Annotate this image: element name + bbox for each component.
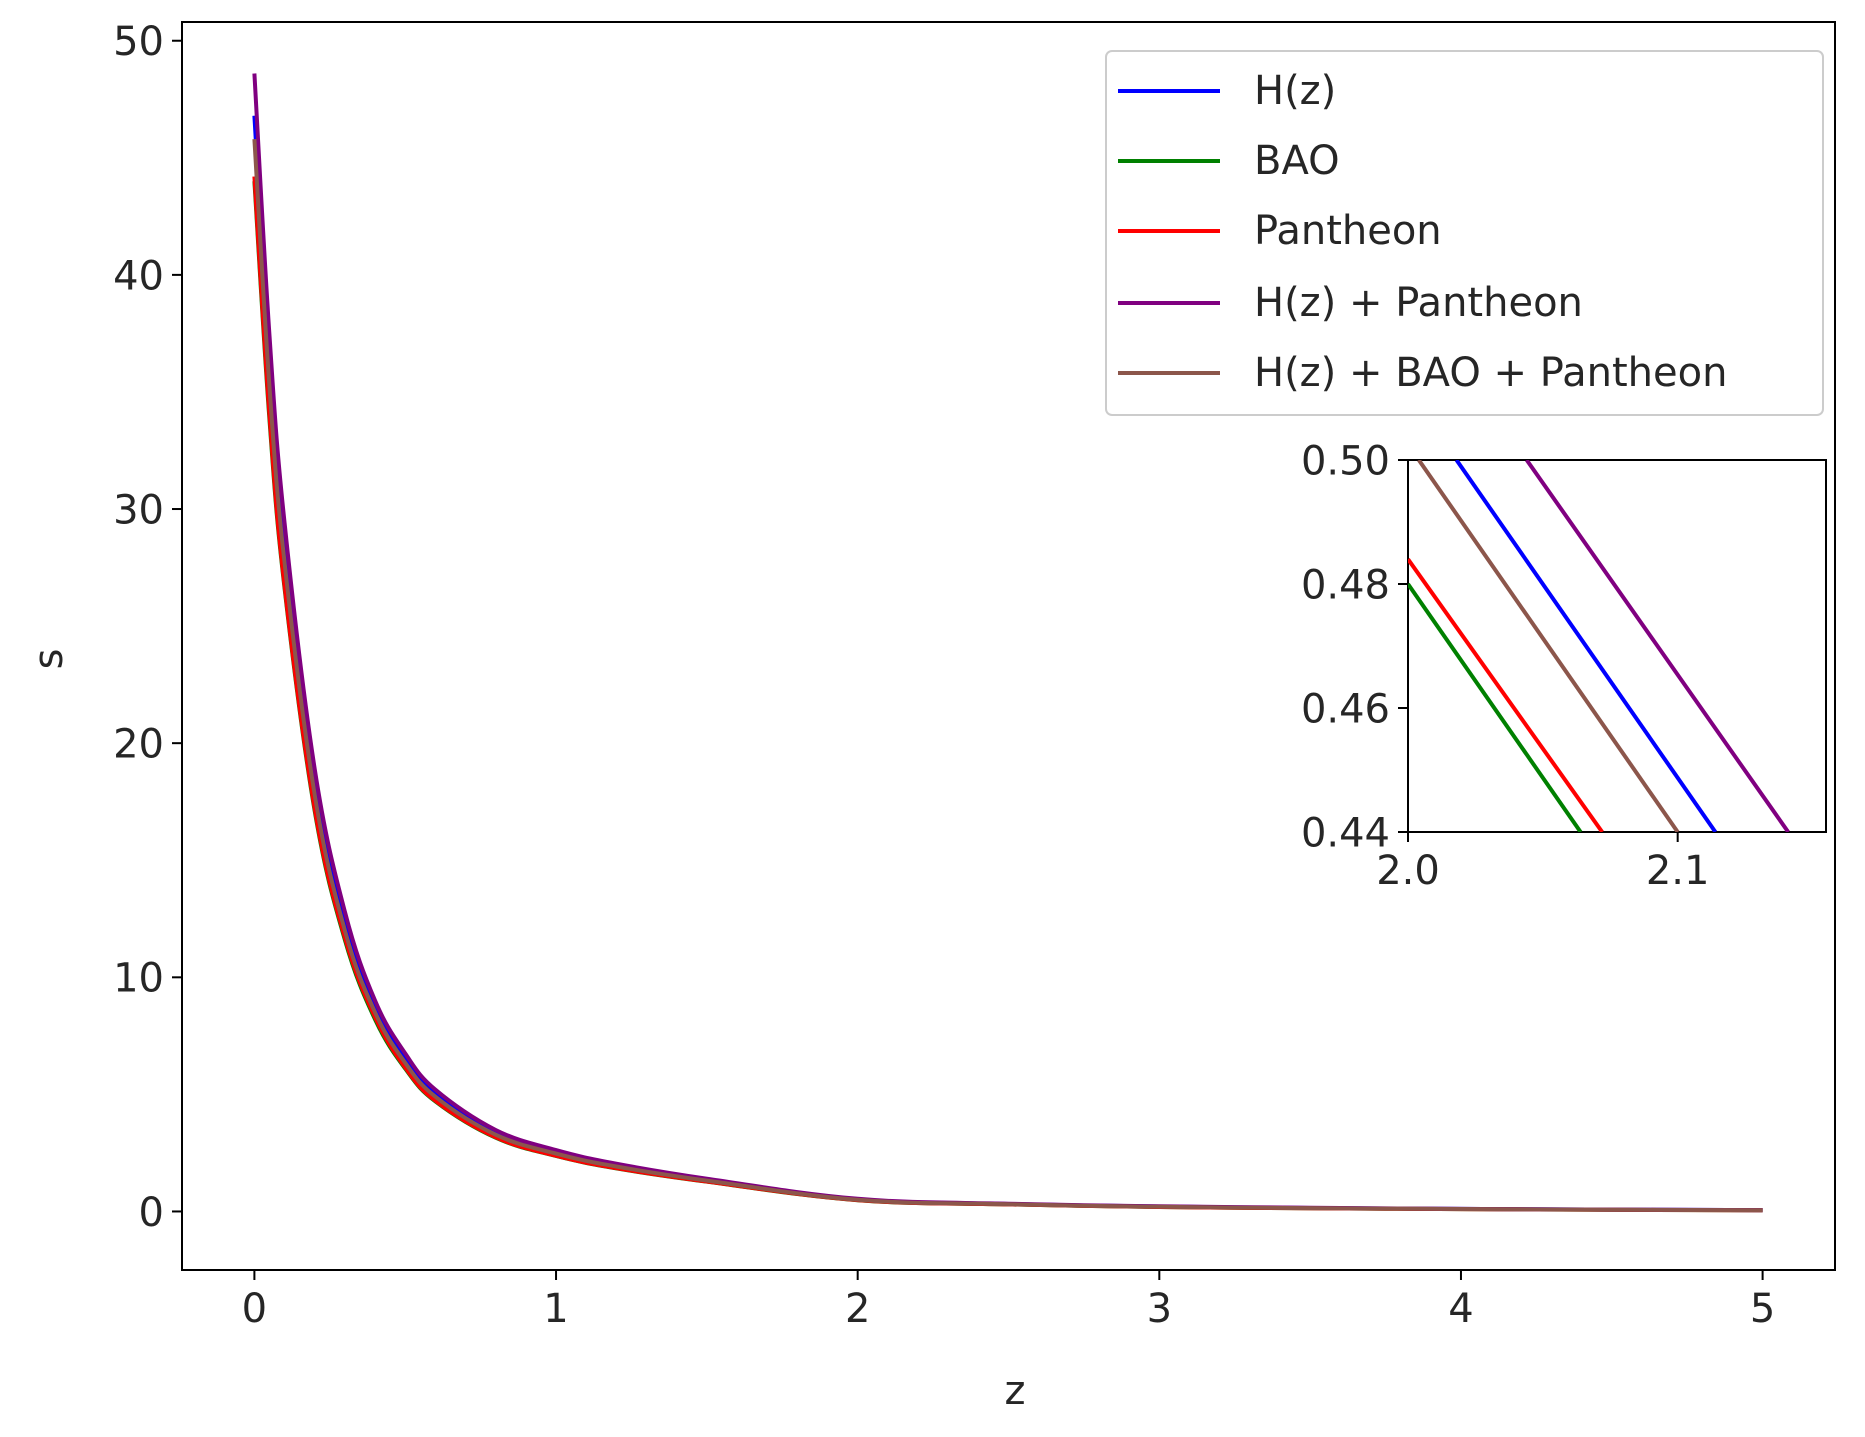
main-x-tick-label: 2 (845, 1286, 870, 1332)
inset-x-tick-label: 2.0 (1376, 848, 1440, 894)
inset-axis-ticks: 2.0 2.1 0.44 0.46 0.48 0.50 (1301, 438, 1710, 894)
inset-series-h-z-bao-pantheon (1417, 460, 1680, 832)
legend-label-hz-bao-pantheon: H(z) + BAO + Pantheon (1254, 350, 1727, 396)
inset-series-h-z-pantheon (1525, 460, 1790, 832)
inset-y-tick-label: 0.44 (1301, 810, 1390, 856)
main-x-tick-label: 5 (1750, 1286, 1775, 1332)
legend-box (1105, 50, 1824, 416)
main-x-tick-label: 3 (1147, 1286, 1172, 1332)
inset-plot-area (1407, 459, 1827, 833)
y-axis-label: s (26, 649, 72, 670)
inset-series-pantheon (1408, 558, 1604, 832)
inset-series-bao (1408, 582, 1583, 832)
main-y-tick-label: 0 (139, 1190, 164, 1236)
legend: H(z) BAO Pantheon H(z) + Pantheon H(z) +… (1105, 50, 1824, 416)
legend-label-bao: BAO (1254, 138, 1340, 184)
main-y-tick-label: 20 (113, 722, 164, 768)
main-x-tick-label: 0 (242, 1286, 267, 1332)
legend-label-pantheon: Pantheon (1254, 208, 1442, 254)
main-y-tick-label: 50 (113, 19, 164, 65)
main-y-tick-label: 40 (113, 253, 164, 299)
main-series-h-z-bao-pantheon (252, 138, 1763, 1213)
inset-series-lines (1408, 460, 1790, 832)
main-y-tick-label: 30 (113, 487, 164, 533)
main-x-tick-label: 1 (543, 1286, 568, 1332)
inset-y-tick-label: 0.46 (1301, 686, 1390, 732)
main-x-tick-label: 4 (1448, 1286, 1473, 1332)
inset-x-tick-label: 2.1 (1646, 848, 1710, 894)
legend-label-hz-pantheon: H(z) + Pantheon (1254, 280, 1583, 326)
inset-y-tick-label: 0.50 (1301, 438, 1390, 484)
main-series-lines (252, 73, 1763, 1213)
x-axis-label: z (1005, 1368, 1026, 1414)
main-y-tick-label: 10 (113, 956, 164, 1002)
legend-label-hz: H(z) (1254, 68, 1336, 114)
inset-series-h-z (1454, 460, 1718, 832)
inset-y-tick-label: 0.48 (1301, 562, 1390, 608)
